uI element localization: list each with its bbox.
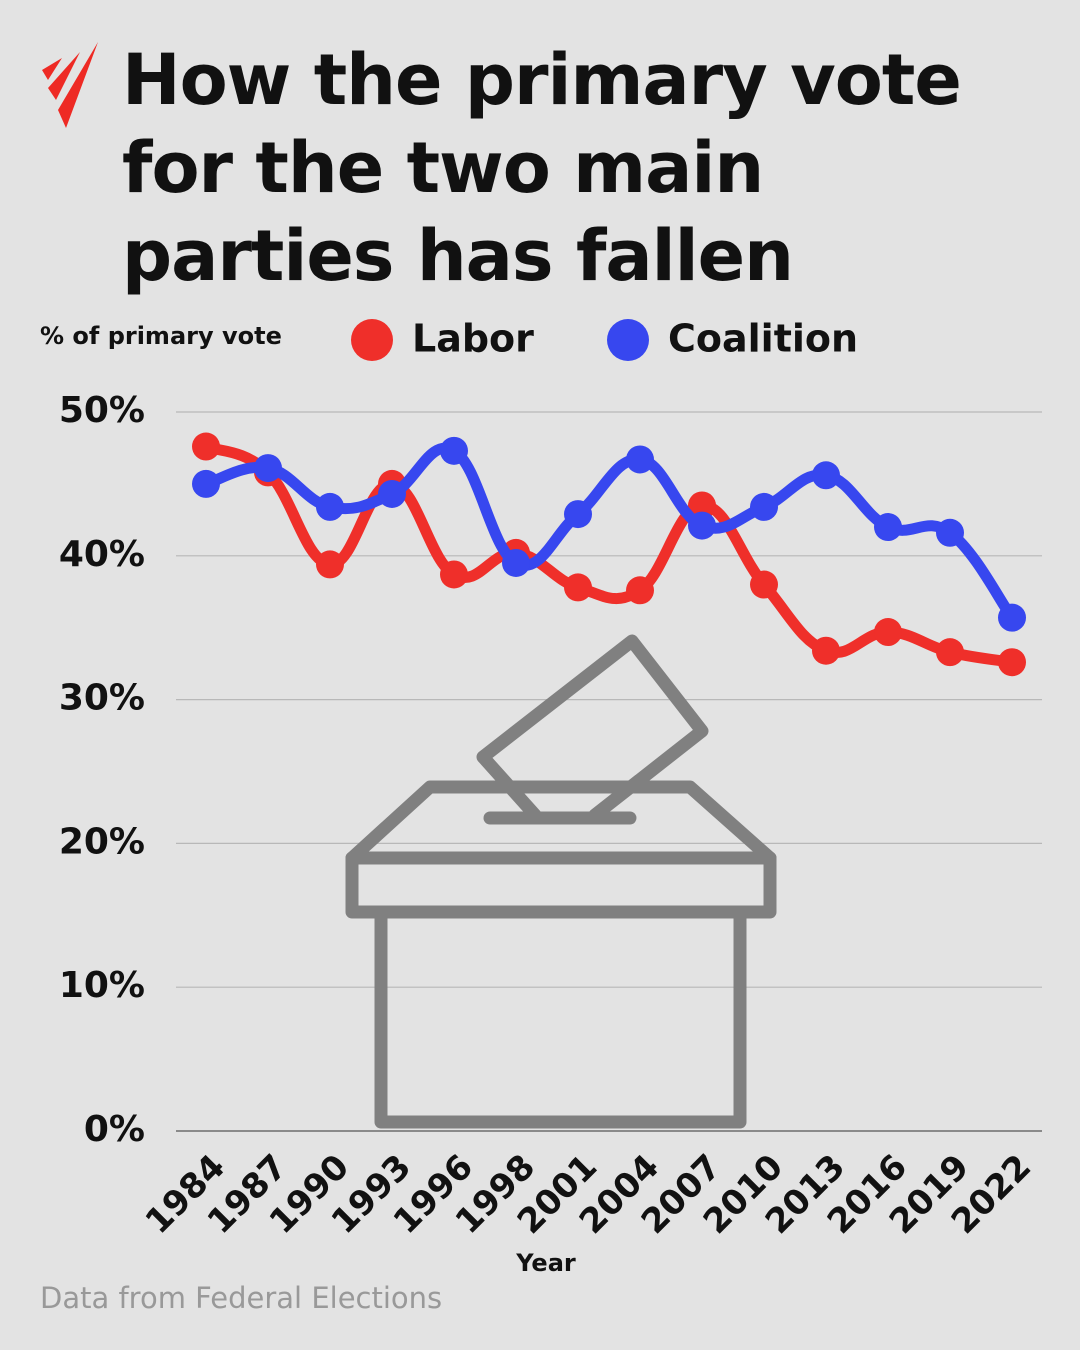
y-tick-label: 20% bbox=[59, 821, 145, 862]
data-point bbox=[812, 461, 840, 490]
data-point bbox=[192, 469, 220, 498]
data-point bbox=[812, 636, 840, 665]
data-point bbox=[440, 560, 468, 589]
ballot-box-icon bbox=[345, 634, 777, 1129]
data-point bbox=[502, 548, 530, 577]
legend-marker bbox=[351, 319, 393, 361]
data-point bbox=[316, 550, 344, 579]
data-point bbox=[254, 454, 282, 483]
data-point bbox=[564, 573, 592, 602]
data-point bbox=[626, 445, 654, 474]
data-point bbox=[998, 648, 1026, 677]
data-point bbox=[936, 638, 964, 667]
data-point bbox=[874, 513, 902, 542]
data-point bbox=[688, 511, 716, 540]
legend-marker bbox=[607, 319, 649, 361]
data-point bbox=[378, 479, 406, 508]
data-point bbox=[750, 492, 778, 521]
data-point bbox=[750, 570, 778, 599]
data-point bbox=[688, 491, 716, 520]
data-point bbox=[316, 492, 344, 521]
data-point bbox=[192, 432, 220, 461]
y-axis-label: % of primary vote bbox=[40, 322, 282, 350]
y-tick-label: 30% bbox=[59, 678, 145, 719]
data-point bbox=[874, 618, 902, 647]
y-tick-label: 10% bbox=[59, 965, 145, 1006]
legend-label: Labor bbox=[412, 317, 534, 361]
y-tick-label: 40% bbox=[59, 534, 145, 575]
data-point bbox=[998, 603, 1026, 632]
logo bbox=[42, 42, 98, 128]
source-note: Data from Federal Elections bbox=[40, 1281, 442, 1315]
data-point bbox=[564, 500, 592, 529]
data-point bbox=[626, 576, 654, 605]
data-point bbox=[936, 518, 964, 547]
x-axis-label: Year bbox=[515, 1249, 576, 1277]
legend-label: Coalition bbox=[668, 317, 858, 361]
data-point bbox=[440, 436, 468, 465]
y-tick-label: 50% bbox=[59, 390, 145, 431]
chart-title: How the primary vote for the two main pa… bbox=[122, 39, 962, 297]
y-tick-label: 0% bbox=[84, 1109, 145, 1150]
